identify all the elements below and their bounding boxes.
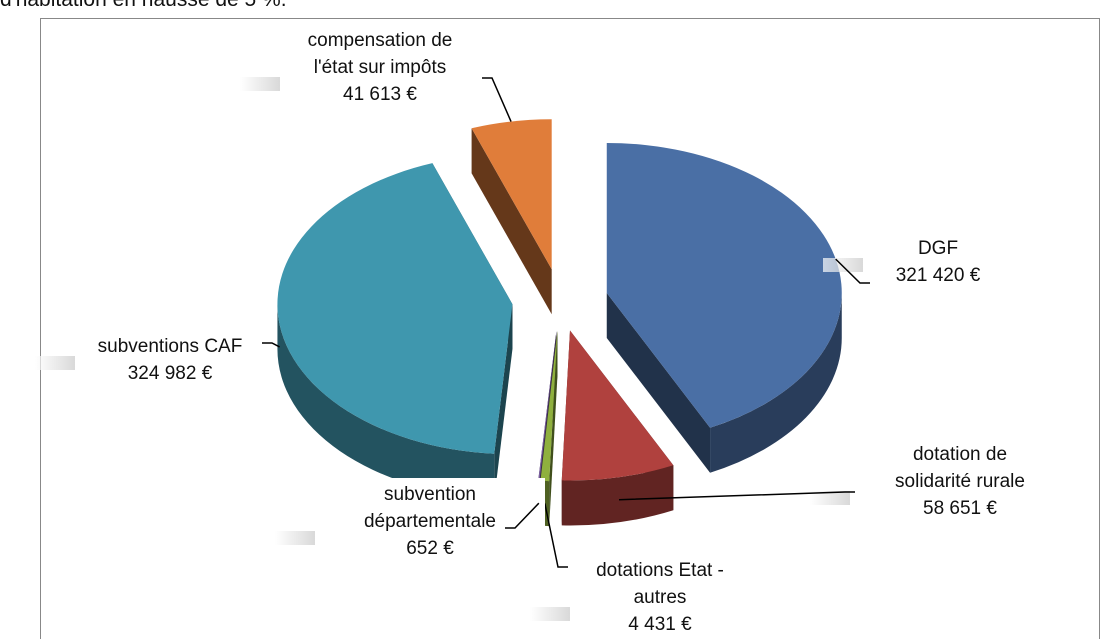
- slice-side: [710, 292, 842, 473]
- slice: [538, 331, 557, 481]
- leader-line: [505, 502, 540, 529]
- label-box: [863, 232, 1013, 294]
- label-line: subventions CAF: [98, 336, 243, 357]
- value-label: 652 €: [406, 538, 454, 559]
- slice: [471, 119, 552, 270]
- leader-line: [618, 491, 855, 501]
- label-shadow: [823, 258, 873, 272]
- value-label: 58 651 €: [923, 498, 997, 519]
- value-label: 324 982 €: [128, 363, 213, 384]
- slice-label: dotation de solidarité rurale: [895, 444, 1025, 492]
- slice: [540, 331, 558, 482]
- slice-label: dotations Etat - autres: [596, 560, 724, 608]
- label-shadow: [240, 77, 290, 91]
- slice-label: subvention départementale: [364, 484, 496, 532]
- slice-label: compensation de l'état sur impôts: [308, 30, 453, 78]
- label-box: [315, 478, 545, 567]
- label-line: DGF: [918, 238, 958, 259]
- label-line: subvention: [384, 484, 476, 505]
- label-shadow: [530, 607, 580, 621]
- leader-line: [482, 77, 512, 122]
- label-line: départementale: [364, 511, 496, 532]
- label-line: dotation de: [913, 444, 1007, 465]
- slice-group: [277, 163, 513, 499]
- slice-wall: [606, 292, 711, 473]
- slice-group: [606, 142, 842, 473]
- value-label: 41 613 €: [343, 84, 417, 105]
- label-line: solidarité rurale: [895, 471, 1025, 492]
- slice-side: [561, 465, 674, 526]
- slice-label: subventions CAF: [98, 336, 243, 357]
- label-box: [75, 330, 265, 392]
- label-shadow: [810, 491, 860, 505]
- slice-side: [277, 304, 495, 499]
- label-line: compensation de: [308, 30, 453, 51]
- slice-group: [561, 330, 674, 526]
- label-box: [850, 438, 1070, 527]
- slice: [606, 142, 842, 428]
- label-shadow: [275, 531, 325, 545]
- label-box: [280, 24, 480, 113]
- label-line: autres: [634, 587, 687, 608]
- label-line: dotations Etat -: [596, 560, 724, 581]
- leader-line: [544, 503, 568, 568]
- chart-frame: [40, 18, 1100, 639]
- label-line: l'état sur impôts: [314, 57, 446, 78]
- slice-label: DGF: [918, 238, 958, 259]
- slice-group: [471, 119, 552, 315]
- label-shadow: [35, 356, 85, 370]
- leader-line: [835, 258, 870, 284]
- slice-wall: [471, 128, 552, 315]
- leader-line: [262, 342, 280, 348]
- slice-wall: [494, 304, 513, 499]
- value-label: 4 431 €: [628, 614, 692, 635]
- value-label: 321 420 €: [896, 265, 981, 286]
- label-box: [570, 554, 750, 639]
- slice: [277, 163, 513, 454]
- header-text: d'habitation en hausse de 5 %.: [0, 0, 287, 11]
- slice: [561, 330, 674, 481]
